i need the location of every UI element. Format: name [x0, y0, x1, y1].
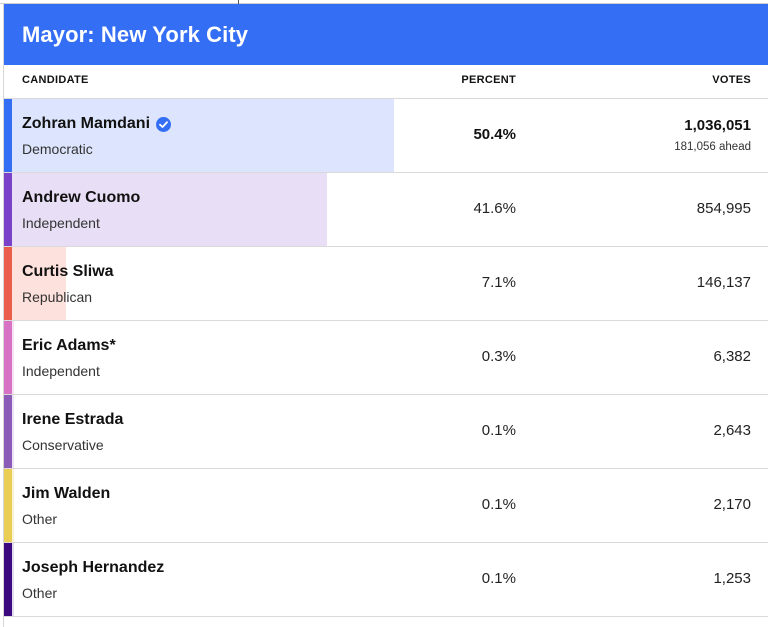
candidate-row[interactable]: Joseph Hernandez Other 0.1% 1,253: [4, 543, 768, 617]
page-top-rule: [0, 0, 768, 4]
candidate-name-text: Andrew Cuomo: [22, 189, 141, 206]
candidate-name-text: Jim Walden: [22, 485, 111, 502]
vote-margin: 181,056 ahead: [674, 141, 751, 153]
party-color-stripe: [4, 395, 12, 468]
candidate-name: Zohran Mamdani: [22, 115, 172, 133]
column-header-candidate: CANDIDATE: [22, 74, 89, 86]
vote-share-bar: [12, 321, 14, 394]
vote-percent: 50.4%: [473, 126, 516, 143]
vote-count: 6,382: [713, 348, 751, 365]
vote-count: 146,137: [696, 274, 751, 291]
candidate-party: Other: [22, 585, 58, 601]
candidate-party: Conservative: [22, 437, 104, 453]
candidate-name-text: Joseph Hernandez: [22, 559, 165, 576]
party-color-stripe: [4, 173, 12, 246]
race-title: Mayor: New York City: [22, 21, 249, 47]
candidate-row[interactable]: Zohran Mamdani Democratic 50.4% 1,036,051 18…: [4, 99, 768, 173]
verified-check-icon: [156, 116, 172, 132]
party-color-stripe: [4, 321, 12, 394]
candidate-party: Other: [22, 511, 58, 527]
candidate-name: Joseph Hernandez: [22, 559, 164, 577]
vote-count: 1,253: [713, 570, 751, 587]
vote-share-bar: [12, 173, 327, 246]
vote-percent: 41.6%: [473, 200, 516, 217]
candidate-name: Curtis Sliwa: [22, 263, 114, 281]
candidate-row[interactable]: Curtis Sliwa Republican 7.1% 146,137: [4, 247, 768, 321]
vote-share-bar: [12, 99, 394, 172]
race-header: Mayor: New York City: [4, 4, 768, 65]
candidate-party: Independent: [22, 363, 100, 379]
column-header-votes: VOTES: [712, 74, 751, 86]
candidate-row[interactable]: Andrew Cuomo Independent 41.6% 854,995: [4, 173, 768, 247]
vote-percent: 0.1%: [481, 570, 516, 587]
party-color-stripe: [4, 543, 12, 616]
column-header-row: CANDIDATE PERCENT VOTES: [4, 65, 768, 99]
party-color-stripe: [4, 469, 12, 542]
vote-count: 1,036,051: [684, 117, 751, 134]
vote-percent: 7.1%: [481, 274, 516, 291]
vote-count: 2,643: [713, 422, 751, 439]
top-rule-tick: [238, 0, 239, 4]
candidate-name: Jim Walden: [22, 485, 110, 503]
vote-share-bar: [12, 395, 14, 468]
candidate-name-text: Zohran Mamdani: [22, 115, 151, 132]
candidate-row[interactable]: Eric Adams* Independent 0.3% 6,382: [4, 321, 768, 395]
vote-share-bar: [12, 543, 14, 616]
vote-percent: 0.1%: [481, 422, 516, 439]
candidate-row[interactable]: Irene Estrada Conservative 0.1% 2,643: [4, 395, 768, 469]
candidate-name: Irene Estrada: [22, 411, 123, 429]
vote-count: 854,995: [696, 200, 751, 217]
party-color-stripe: [4, 99, 12, 172]
vote-count: 2,170: [713, 496, 751, 513]
vote-share-bar: [12, 247, 66, 320]
candidate-row[interactable]: Jim Walden Other 0.1% 2,170: [4, 469, 768, 543]
candidate-list: Zohran Mamdani Democratic 50.4% 1,036,051 18…: [4, 99, 768, 617]
election-results-widget: Mayor: New York City CANDIDATE PERCENT V…: [3, 4, 768, 627]
vote-percent: 0.3%: [481, 348, 516, 365]
vote-share-bar: [12, 469, 14, 542]
candidate-name-text: Curtis Sliwa: [22, 263, 114, 280]
vote-percent: 0.1%: [481, 496, 516, 513]
candidate-party: Republican: [22, 289, 93, 305]
candidate-name-text: Irene Estrada: [22, 411, 124, 428]
candidate-name-text: Eric Adams*: [22, 337, 116, 354]
candidate-name: Eric Adams*: [22, 337, 116, 355]
candidate-party: Independent: [22, 215, 100, 231]
candidate-name: Andrew Cuomo: [22, 189, 140, 207]
candidate-party: Democratic: [22, 141, 93, 157]
column-header-percent: PERCENT: [461, 74, 516, 86]
party-color-stripe: [4, 247, 12, 320]
